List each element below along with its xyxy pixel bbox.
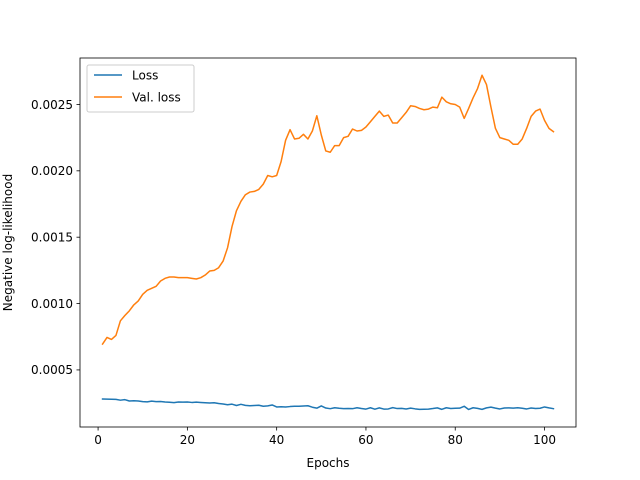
x-axis: 0 20 40 60 80 100 (94, 427, 556, 447)
x-tick-label: 0 (94, 433, 102, 447)
x-tick-label: 100 (533, 433, 556, 447)
y-tick-label: 0.0010 (31, 297, 73, 311)
y-tick-label: 0.0020 (31, 164, 73, 178)
x-tick-label: 80 (448, 433, 463, 447)
y-tick-label: 0.0015 (31, 230, 73, 244)
legend: Loss Val. loss (86, 64, 195, 113)
plot-area (80, 58, 576, 427)
x-tick-label: 20 (180, 433, 195, 447)
legend-label-loss: Loss (132, 69, 158, 83)
y-axis: 0.0005 0.0010 0.0015 0.0020 0.0025 (31, 98, 80, 377)
series-line-val-loss (101, 74, 555, 346)
y-tick-label: 0.0005 (31, 363, 73, 377)
plot-frame (79, 57, 577, 428)
x-tick-label: 60 (358, 433, 373, 447)
y-tick-label: 0.0025 (31, 98, 73, 112)
legend-label-val-loss: Val. loss (132, 91, 181, 105)
y-axis-label: Negative log-likelihood (1, 174, 15, 311)
legend-box (86, 64, 195, 113)
x-axis-label: Epochs (307, 456, 350, 470)
x-tick-label: 40 (269, 433, 284, 447)
series-line-loss (101, 398, 555, 411)
series-layer (101, 74, 555, 411)
